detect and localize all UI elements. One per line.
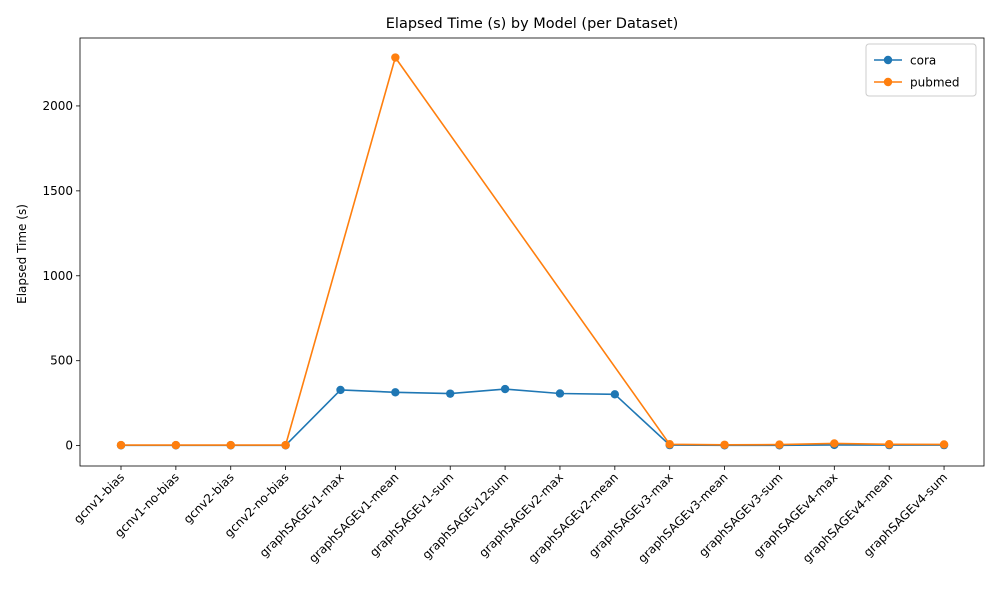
data-point-cora	[555, 389, 565, 398]
data-point-pubmed	[281, 440, 290, 450]
data-point-pubmed	[720, 440, 729, 449]
data-point-pubmed	[226, 440, 235, 450]
y-tick-label: 2000	[42, 99, 73, 113]
data-point-pubmed	[775, 440, 784, 449]
y-tick-label: 1000	[42, 269, 73, 283]
series-line-pubmed	[121, 56, 945, 446]
series-line-cora	[121, 388, 944, 447]
legend-label-pubmed: pubmed	[910, 76, 960, 90]
data-point-cora	[500, 384, 510, 394]
legend: cora pubmed	[865, 43, 977, 97]
x-tick-label: graphSAGEv3-mean	[635, 470, 730, 565]
data-point-pubmed	[116, 440, 126, 450]
data-point-cora	[446, 389, 455, 398]
legend-label-cora: cora	[910, 54, 936, 68]
x-tick-label: graphSAGEv1-mean	[306, 470, 401, 565]
x-tick-label: graphSAGEv2-mean	[526, 470, 621, 565]
data-point-pubmed	[665, 440, 674, 449]
chart-title: Elapsed Time (s) by Model (per Dataset)	[386, 16, 678, 32]
x-tick-label: gcnv1-bias	[71, 470, 127, 526]
legend-frame	[865, 43, 977, 97]
x-tick-label: graphSAGEv4-mean	[800, 470, 895, 565]
plot-frame	[79, 37, 985, 467]
y-tick-label: 500	[50, 354, 73, 368]
data-point-cora	[391, 388, 400, 397]
data-point-cora	[610, 390, 620, 399]
data-point-pubmed	[884, 440, 894, 449]
y-axis-label: Elapsed Time (s)	[15, 204, 29, 304]
plot-area: 0500100015002000gcnv1-biasgcnv1-no-biasg…	[42, 37, 985, 566]
legend-marker-pubmed	[883, 77, 893, 87]
data-point-pubmed	[171, 440, 181, 450]
y-tick-label: 0	[65, 439, 73, 453]
legend-marker-cora	[883, 55, 893, 65]
data-point-pubmed	[939, 440, 949, 449]
data-point-pubmed	[391, 53, 400, 62]
y-tick-label: 1500	[42, 184, 73, 198]
data-point-cora	[336, 385, 345, 395]
x-tick-label: gcnv2-bias	[181, 470, 237, 526]
data-point-pubmed	[830, 439, 839, 448]
